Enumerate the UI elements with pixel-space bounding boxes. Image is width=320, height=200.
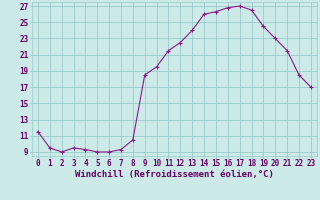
X-axis label: Windchill (Refroidissement éolien,°C): Windchill (Refroidissement éolien,°C) [75,170,274,179]
